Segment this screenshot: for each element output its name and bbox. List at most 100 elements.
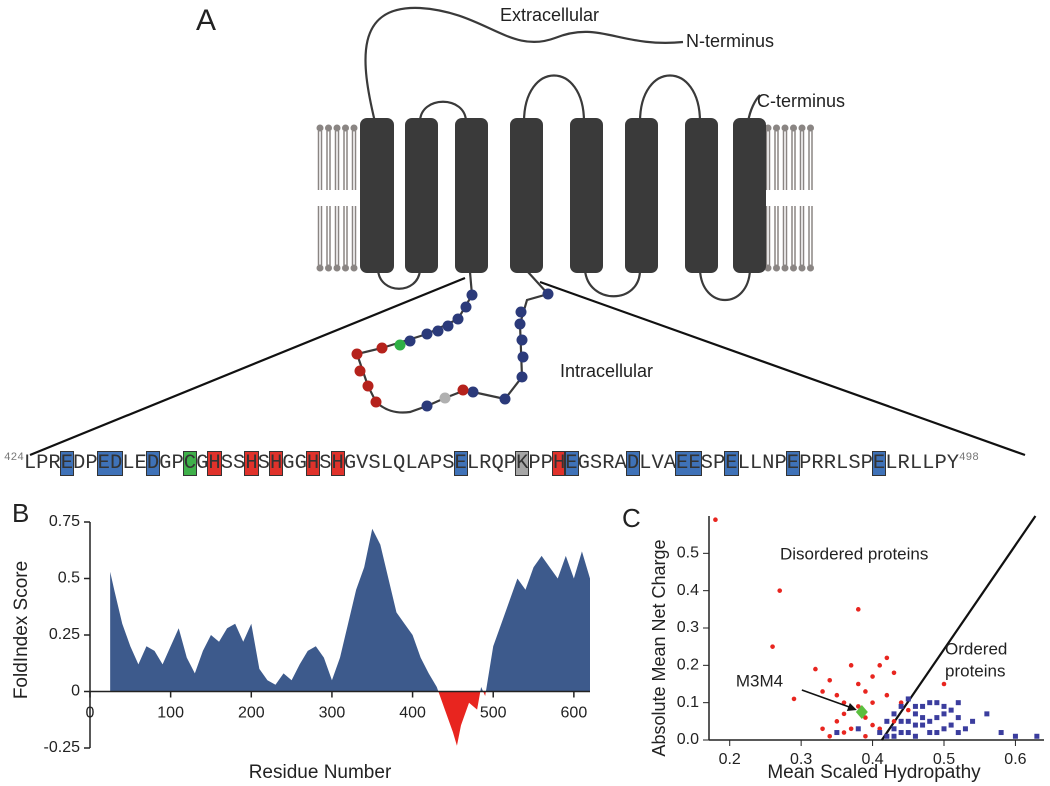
- y-axis-label: FoldIndex Score: [11, 561, 32, 699]
- point: [934, 700, 940, 706]
- region-label: Intracellular: [560, 361, 653, 381]
- point: [941, 726, 947, 732]
- point: [777, 588, 783, 593]
- arrow: [801, 689, 856, 710]
- point: [912, 733, 918, 739]
- point-label: M3M4: [736, 671, 783, 690]
- point: [848, 726, 854, 732]
- highlighted-residue: E: [453, 451, 468, 476]
- lipid-head: [798, 124, 806, 132]
- lipid-head: [325, 264, 332, 272]
- lipid-head: [333, 124, 341, 132]
- point: [884, 733, 890, 739]
- point: [941, 711, 947, 717]
- y-tick-label: 0.1: [677, 694, 699, 711]
- sequence-end: 498: [959, 452, 979, 465]
- point: [898, 730, 904, 736]
- x-tick-label: 0: [86, 705, 95, 722]
- lipid-head: [316, 124, 324, 132]
- lipid-head: [781, 124, 789, 132]
- point: [855, 681, 861, 687]
- point: [827, 733, 833, 739]
- point: [898, 703, 904, 709]
- point: [884, 718, 890, 724]
- point: [920, 715, 926, 721]
- residue: LE: [122, 452, 147, 475]
- sequence: 424LPREDPEDLEDGPCGHSSHSHGGHSHGVSLQLAPSEL…: [4, 451, 979, 476]
- x-tick-label: 600: [561, 705, 588, 722]
- residue: DP: [73, 452, 98, 475]
- highlighted-residue: EE: [675, 451, 702, 476]
- lipid-head: [798, 264, 806, 272]
- point: [934, 730, 940, 736]
- region-label: Extracellular: [500, 5, 599, 25]
- y-tick-label: 0.3: [677, 619, 699, 636]
- highlighted-residue: E: [724, 451, 739, 476]
- highlighted-residue: H: [305, 451, 321, 476]
- annotation: Disordered proteins: [780, 544, 928, 563]
- point: [898, 700, 904, 705]
- residue: PP: [528, 452, 553, 475]
- point: [855, 607, 861, 612]
- y-tick-label: 0.25: [49, 626, 80, 643]
- y-tick-label: 0.75: [49, 513, 80, 530]
- point: [855, 704, 861, 709]
- point: [905, 707, 911, 713]
- residue: GSRA: [577, 452, 627, 475]
- x-axis-label: Mean Scaled Hydropathy: [767, 762, 981, 783]
- point: [863, 715, 868, 720]
- lipid-head: [773, 264, 780, 272]
- point: [934, 715, 940, 721]
- sequence-start: 424: [4, 452, 24, 465]
- lipid-head: [764, 124, 772, 132]
- point: [891, 726, 897, 732]
- point: [948, 707, 954, 713]
- point: [870, 674, 875, 679]
- x-tick-label: 400: [399, 705, 426, 722]
- lipid-head: [342, 124, 349, 132]
- y-axis-label: Absolute Mean Net Charge: [649, 539, 669, 756]
- point: [863, 733, 868, 739]
- residue: SP: [700, 452, 726, 475]
- area-positive: [110, 528, 590, 692]
- point: [927, 700, 933, 706]
- point: [870, 722, 875, 728]
- point: [870, 700, 875, 705]
- y-tick-label: 0.2: [677, 657, 699, 674]
- x-tick-label: 0.2: [719, 751, 741, 768]
- highlighted-residue: D: [145, 451, 161, 476]
- point: [912, 722, 918, 728]
- arrow-head: [846, 703, 857, 711]
- point: [1034, 733, 1040, 739]
- point: [962, 726, 968, 732]
- point: [984, 711, 990, 717]
- point: [891, 670, 897, 676]
- y-tick-label: -0.25: [44, 739, 81, 756]
- highlighted-residue: H: [207, 451, 222, 476]
- point: [1012, 733, 1018, 739]
- highlighted-residue: C: [182, 451, 198, 476]
- residue: S: [257, 452, 270, 475]
- point: [891, 711, 897, 717]
- point: [948, 722, 954, 728]
- point: [898, 718, 904, 724]
- point: [912, 711, 918, 717]
- point: [891, 719, 897, 724]
- loops: [29, 6, 1026, 457]
- point: [863, 689, 868, 694]
- point: [834, 692, 840, 698]
- point: [841, 700, 847, 705]
- residue: LPR: [23, 452, 61, 475]
- lipid-head: [333, 264, 341, 272]
- highlighted-residue: H: [244, 451, 259, 476]
- point: [891, 733, 897, 739]
- point: [827, 677, 833, 683]
- highlighted-residue: E: [564, 451, 579, 476]
- panel-label: C: [622, 503, 641, 533]
- lipid-head: [790, 124, 797, 132]
- point: [927, 730, 933, 736]
- terminus-label: N-terminus: [686, 31, 774, 51]
- point: [841, 730, 847, 735]
